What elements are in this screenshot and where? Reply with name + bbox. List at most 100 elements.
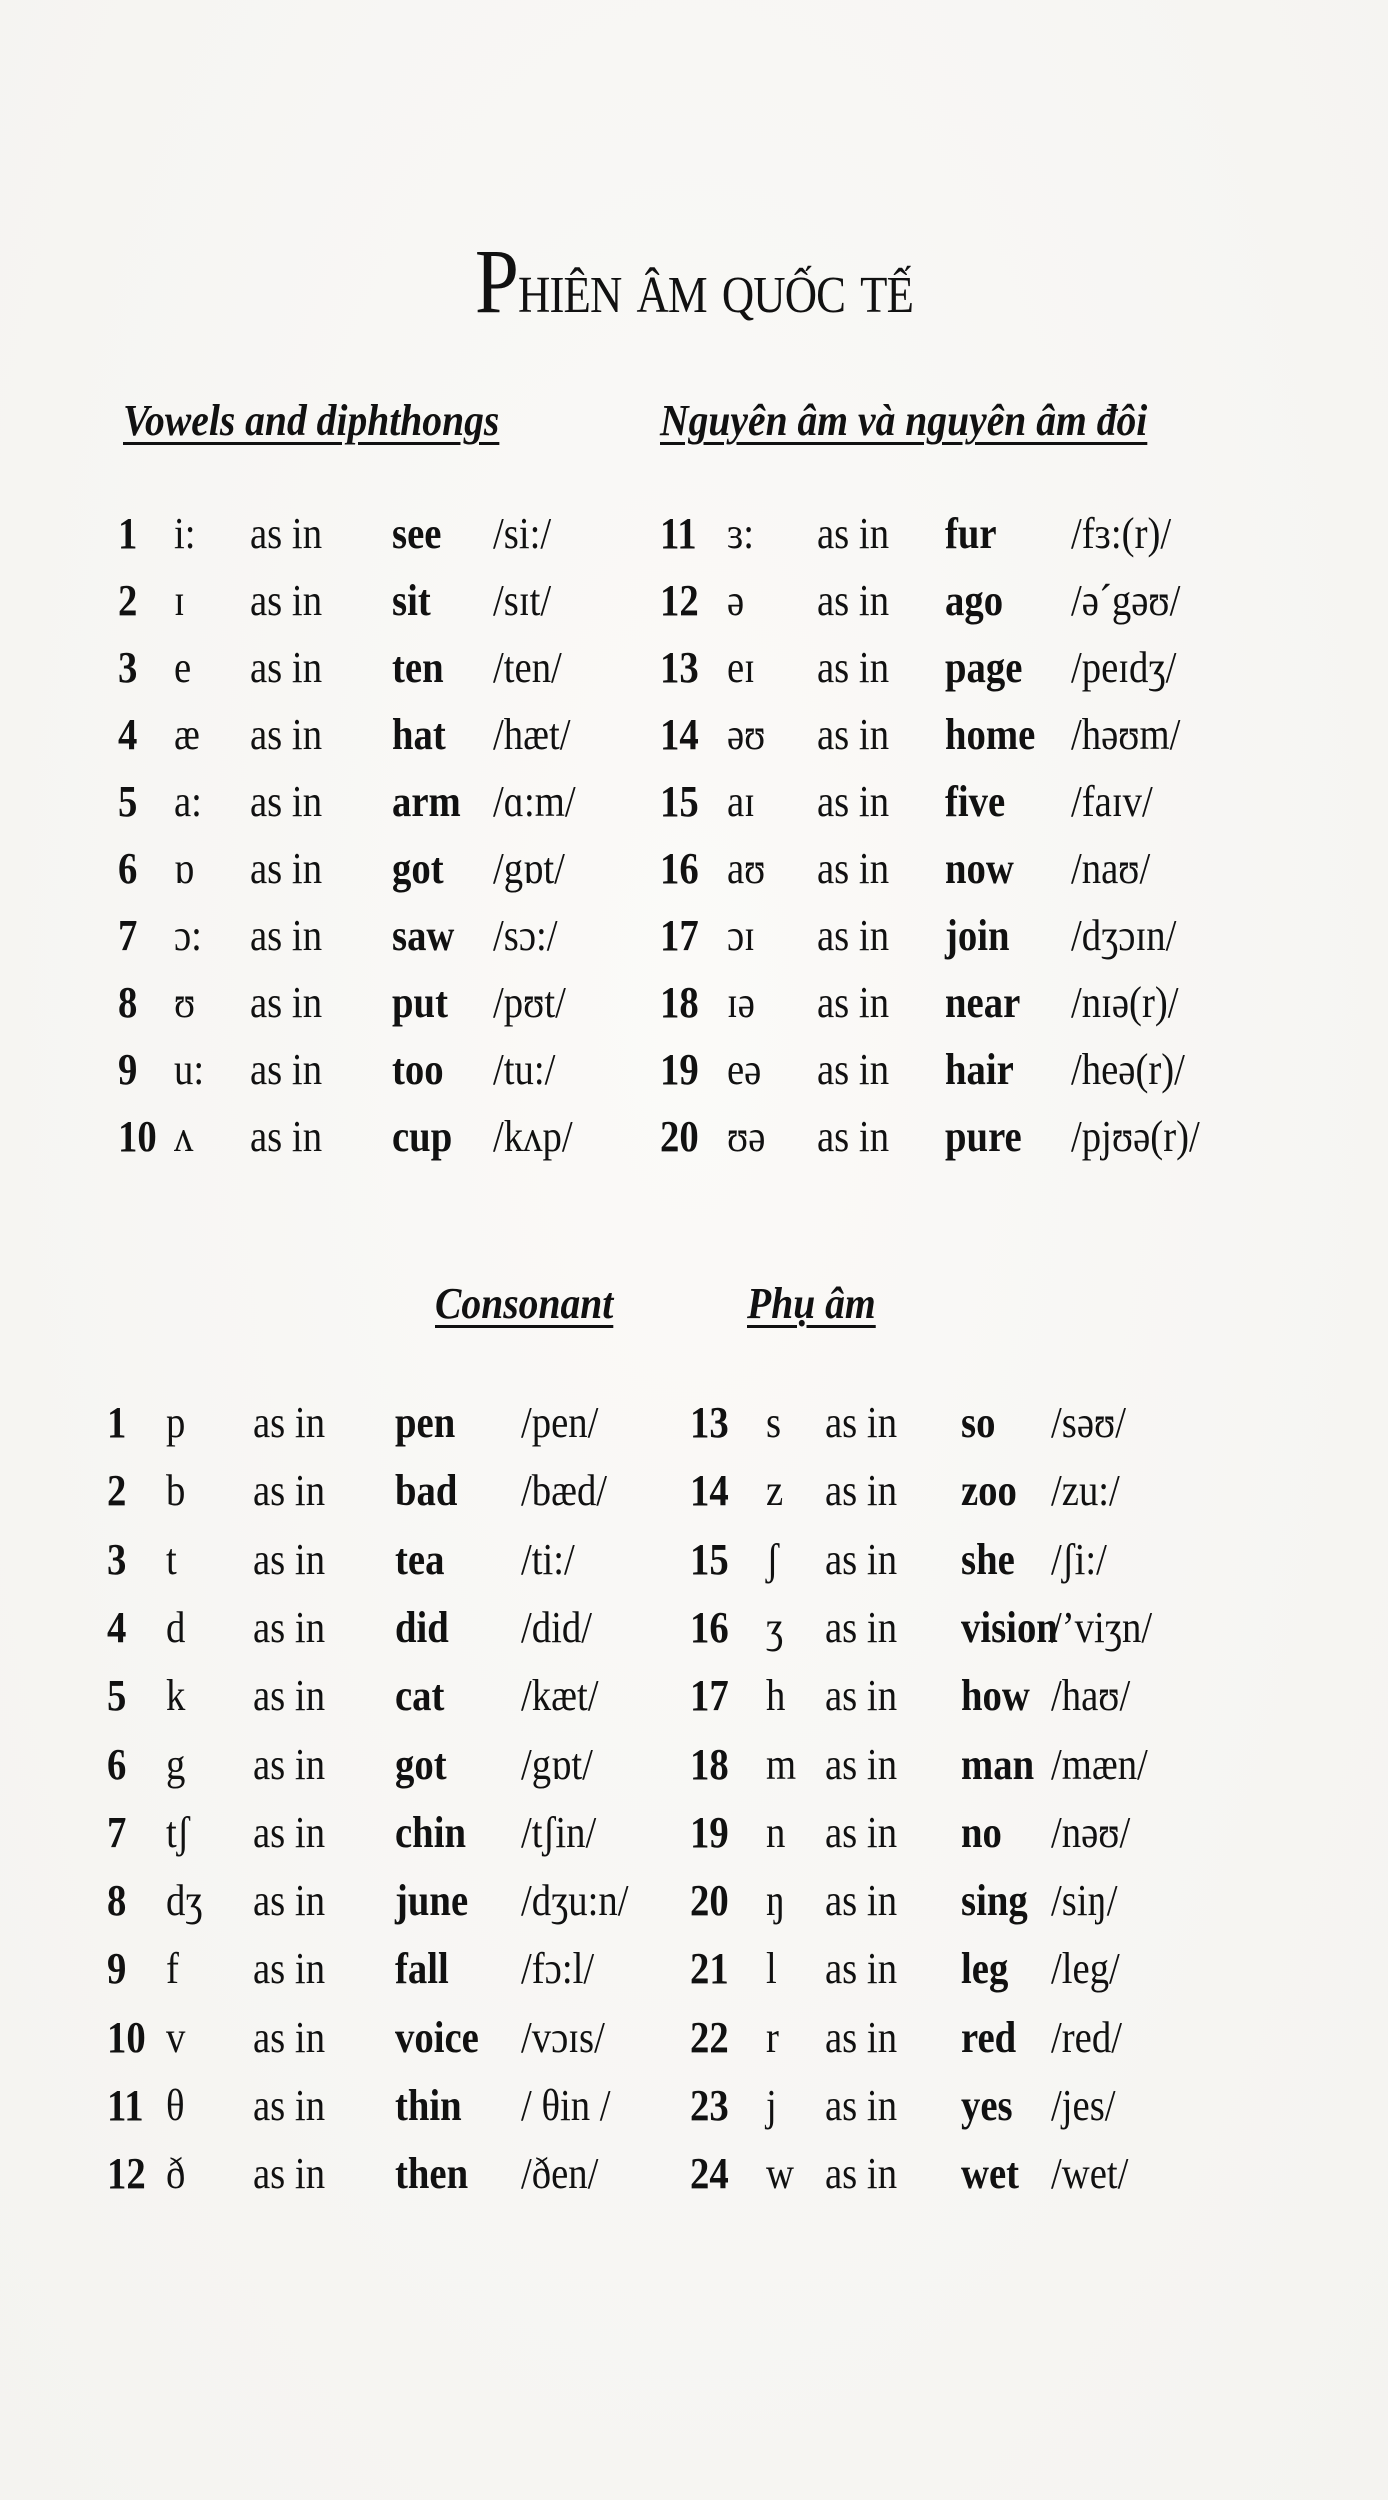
cell-as: as in xyxy=(253,1807,326,1857)
cell-as: as in xyxy=(250,911,323,960)
cell-num: 13 xyxy=(690,1398,729,1447)
cell-ipa: / θin / xyxy=(521,2081,611,2130)
cell-sym: ɒ xyxy=(174,844,195,893)
cell-ipa: /ðen/ xyxy=(521,2149,599,2199)
cell-word: pen xyxy=(395,1398,456,1447)
cell-as: as in xyxy=(825,1602,898,1652)
cell-sym: ŋ xyxy=(766,1876,786,1926)
vowel-row: 12 ə as in ago/əˊgəʊ/ xyxy=(0,575,1388,635)
cell-as: as in xyxy=(817,509,890,558)
cell-as: as in xyxy=(253,1466,326,1516)
cell-as: as in xyxy=(825,1739,898,1789)
cell-word: hair xyxy=(945,1045,1014,1094)
cell-num: 17 xyxy=(690,1671,729,1721)
cell-sym: d xyxy=(166,1602,186,1652)
cell-as: as in xyxy=(250,777,323,826)
cell-ipa: /haʊ/ xyxy=(1051,1671,1131,1721)
cell-word: man xyxy=(961,1739,1035,1789)
cell-as: as in xyxy=(253,1534,326,1584)
vowel-row: 16 aʊ as in now/naʊ/ xyxy=(0,843,1388,903)
cell-num: 14 xyxy=(660,710,699,759)
cell-sym: æ xyxy=(174,710,200,759)
cell-sym: ʒ xyxy=(766,1602,784,1652)
cell-num: 15 xyxy=(690,1534,729,1584)
cell-sym: z xyxy=(766,1466,784,1516)
consonant-row: 12 ð as in then/ðen/ xyxy=(0,2148,1388,2208)
cell-sym: r xyxy=(766,2012,779,2062)
cell-as: as in xyxy=(253,2149,326,2199)
cell-as: as in xyxy=(817,1045,890,1094)
cell-as: as in xyxy=(825,2012,898,2062)
consonant-row: 9 f as in fall/fɔ:l/ xyxy=(0,1943,1388,2003)
cell-word: got xyxy=(395,1739,447,1789)
cell-ipa: /tʃin/ xyxy=(521,1807,597,1857)
cell-ipa: /gɒt/ xyxy=(521,1739,593,1789)
cell-num: 18 xyxy=(690,1739,729,1789)
cell-num: 12 xyxy=(107,2149,146,2199)
cell-num: 11 xyxy=(660,509,697,558)
cell-num: 16 xyxy=(690,1602,729,1652)
cell-word: sing xyxy=(961,1876,1028,1926)
cell-as: as in xyxy=(825,1944,898,1994)
cell-sym: g xyxy=(166,1739,186,1789)
cell-num: 19 xyxy=(660,1045,699,1094)
vowel-row: 14 əʊ as in home/həʊm/ xyxy=(0,709,1388,769)
cell-as: as in xyxy=(253,1739,326,1789)
cell-ipa: /peɪdʒ/ xyxy=(1071,643,1177,692)
cell-word: sit xyxy=(392,576,431,625)
cell-word: thin xyxy=(395,2081,462,2130)
cell-num: 14 xyxy=(690,1466,729,1516)
cell-sym: tʃ xyxy=(166,1807,190,1857)
cell-as: as in xyxy=(817,710,890,759)
cell-ipa: /ti:/ xyxy=(521,1534,575,1584)
vowel-row: 7 ɔ: as in saw/sɔ:/ xyxy=(0,910,1388,970)
cell-ipa: /did/ xyxy=(521,1602,593,1652)
cell-sym: i: xyxy=(174,509,196,558)
cell-as: as in xyxy=(250,710,323,759)
vowel-row: 9 u: as in too/tu:/ xyxy=(0,1044,1388,1104)
consonant-row: 13 s as in so/səʊ/ xyxy=(0,1397,1388,1457)
cell-word: ago xyxy=(945,576,1004,625)
cell-num: 2 xyxy=(118,576,138,625)
cell-as: as in xyxy=(253,1398,326,1447)
cell-sym: eə xyxy=(727,1045,762,1094)
cell-sym: ɔ: xyxy=(174,911,202,960)
cell-as: as in xyxy=(817,777,890,826)
consonant-row: 24 w as in wet/wet/ xyxy=(0,2148,1388,2208)
cell-ipa: /nɪə(r)/ xyxy=(1071,978,1179,1027)
cell-ipa: /naʊ/ xyxy=(1071,844,1151,893)
cell-ipa: /ten/ xyxy=(493,643,562,692)
cell-ipa: /nəʊ/ xyxy=(1051,1807,1131,1857)
cell-ipa: /əˊgəʊ/ xyxy=(1071,576,1181,625)
cell-num: 10 xyxy=(107,2012,146,2062)
cell-sym: f xyxy=(166,1944,179,1994)
cell-num: 11 xyxy=(107,2081,144,2130)
cell-word: vision xyxy=(961,1602,1058,1652)
cell-ipa: /gɒt/ xyxy=(493,844,565,893)
cell-num: 9 xyxy=(118,1045,138,1094)
vowel-row: 15 aɪ as in five/faɪv/ xyxy=(0,776,1388,836)
cell-ipa: /pʊt/ xyxy=(493,978,566,1027)
cell-num: 1 xyxy=(118,509,138,558)
cell-as: as in xyxy=(250,1045,323,1094)
cell-word: got xyxy=(392,844,444,893)
consonant-row: 14 z as in zoo/zu:/ xyxy=(0,1465,1388,1525)
cell-sym: ɜ: xyxy=(727,509,755,558)
cell-word: fall xyxy=(395,1944,449,1994)
cell-ipa: /faɪv/ xyxy=(1071,777,1153,826)
consonant-row: 22 r as in red/red/ xyxy=(0,2012,1388,2072)
cell-num: 20 xyxy=(690,1876,729,1926)
cell-ipa: /həʊm/ xyxy=(1071,710,1181,759)
cell-ipa: /wet/ xyxy=(1051,2149,1129,2199)
cell-word: hat xyxy=(392,710,446,759)
consonant-row: 10 v as in voice/vɔɪs/ xyxy=(0,2012,1388,2072)
cell-word: see xyxy=(392,509,442,558)
cell-as: as in xyxy=(253,1876,326,1926)
cell-sym: əʊ xyxy=(727,710,766,759)
cell-ipa: /si:/ xyxy=(493,509,552,558)
cell-sym: aɪ xyxy=(727,777,755,826)
cell-sym: m xyxy=(766,1739,797,1789)
vowel-row: 5 a: as in arm/ɑ:m/ xyxy=(0,776,1388,836)
consonant-row: 11 θ as in thin / θin / xyxy=(0,2080,1388,2140)
cell-as: as in xyxy=(253,1602,326,1652)
